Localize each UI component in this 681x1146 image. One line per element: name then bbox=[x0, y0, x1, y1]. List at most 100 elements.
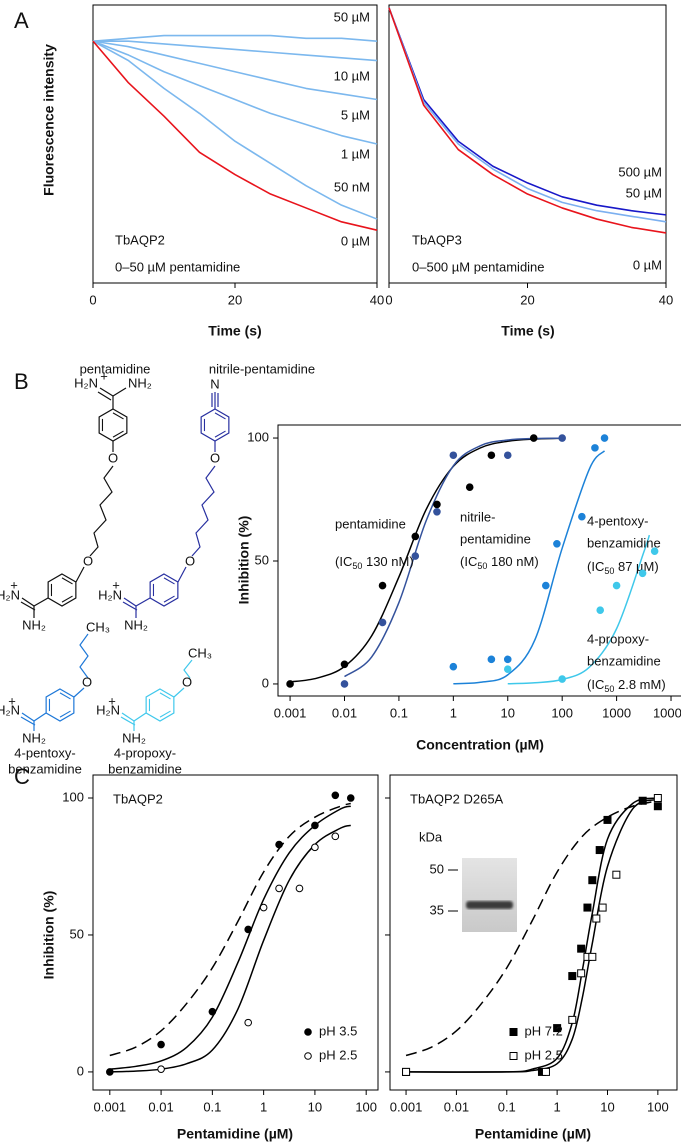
atom-label: H₂N bbox=[0, 702, 20, 717]
compound-name: 4-propoxy- bbox=[114, 745, 176, 760]
x-tick-label: 1000 bbox=[602, 705, 631, 720]
legend-marker bbox=[509, 1052, 518, 1060]
plot-frame bbox=[92, 774, 379, 1091]
fit-curve bbox=[344, 437, 563, 678]
series-label: benzamidine bbox=[587, 535, 661, 550]
data-point bbox=[503, 451, 512, 460]
legend-label: pH 2.5 bbox=[525, 1047, 563, 1062]
data-point bbox=[553, 1024, 562, 1033]
bond bbox=[177, 566, 187, 583]
x-axis-label: Pentamidine (µM) bbox=[475, 1126, 591, 1142]
atom-label: NH₂ bbox=[22, 617, 46, 632]
trace bbox=[92, 34, 378, 42]
ring-double-bond bbox=[61, 595, 73, 603]
atom-label: + bbox=[108, 693, 116, 708]
y-tick-label: 100 bbox=[247, 429, 269, 444]
atom-label: CH₃ bbox=[188, 645, 212, 660]
y-tick-label: 0 bbox=[77, 1063, 84, 1078]
fit-curve bbox=[507, 534, 651, 685]
atom-label: CH₃ bbox=[86, 619, 110, 634]
data-point bbox=[558, 434, 566, 442]
legend-marker bbox=[304, 1052, 312, 1060]
data-point bbox=[612, 870, 621, 879]
ic50-label-part: (IC bbox=[587, 677, 604, 692]
data-point bbox=[596, 606, 605, 614]
x-tick-label: 1 bbox=[554, 1099, 561, 1114]
data-point bbox=[598, 903, 607, 912]
x-axis-label: Time (s) bbox=[501, 323, 554, 339]
x-tick-label: 1 bbox=[260, 1099, 267, 1114]
series-label: 10 µM bbox=[334, 68, 370, 83]
data-point bbox=[157, 1065, 165, 1073]
x-tick-label: 0 bbox=[385, 292, 392, 307]
data-point bbox=[568, 972, 577, 981]
fit-curve bbox=[109, 802, 351, 1057]
atom-label: O bbox=[82, 674, 92, 689]
x-tick-label: 0 bbox=[89, 292, 96, 307]
legend-marker bbox=[304, 1028, 312, 1036]
atom-label: NH₂ bbox=[22, 730, 46, 745]
ic50-label-part: (IC bbox=[587, 559, 604, 574]
data-point bbox=[612, 581, 621, 590]
data-point bbox=[275, 884, 283, 893]
y-axis-label: Fluorescence intensity bbox=[41, 44, 57, 196]
data-point bbox=[449, 662, 458, 671]
ring-double-bond bbox=[61, 577, 73, 585]
x-tick-label: 0.1 bbox=[203, 1099, 221, 1114]
inset-unit: kDa bbox=[419, 829, 443, 844]
data-point bbox=[529, 434, 538, 442]
data-point bbox=[331, 832, 340, 841]
atom-label: H₂N bbox=[74, 375, 98, 390]
x-tick-label: 20 bbox=[520, 292, 534, 307]
annotation: 0–500 µM pentamidine bbox=[412, 259, 545, 274]
benzene-ring bbox=[45, 688, 75, 722]
ic50-label-part: 180 nM) bbox=[487, 554, 538, 569]
data-point bbox=[340, 680, 349, 688]
bond bbox=[173, 687, 185, 698]
x-tick-label: 10 bbox=[600, 1099, 614, 1114]
data-point bbox=[378, 618, 387, 627]
data-point bbox=[433, 500, 441, 509]
ic50-label-part: 50 bbox=[477, 561, 487, 571]
legend-label: pH 2.5 bbox=[319, 1047, 357, 1062]
data-point bbox=[411, 552, 420, 560]
series-label: 50 nM bbox=[334, 179, 370, 194]
data-point bbox=[295, 884, 304, 893]
x-tick-label: 0.01 bbox=[148, 1099, 173, 1114]
atom-label: NH₂ bbox=[128, 375, 152, 390]
ic50-label-part: 87 µM) bbox=[614, 559, 658, 574]
ic50-label-part: 50 bbox=[352, 561, 362, 571]
chart-title: TbAQP2 D265A bbox=[410, 791, 504, 806]
series-label: 1 µM bbox=[341, 146, 370, 161]
series-label: 50 µM bbox=[334, 9, 370, 24]
bond bbox=[122, 601, 138, 611]
atom-label: O bbox=[83, 553, 93, 568]
bond bbox=[33, 712, 47, 722]
chart-title: TbAQP2 bbox=[113, 791, 163, 806]
data-point bbox=[541, 581, 550, 590]
data-point bbox=[487, 655, 496, 664]
x-tick-label: 0.001 bbox=[390, 1099, 423, 1114]
x-tick-label: 10 bbox=[308, 1099, 322, 1114]
data-point bbox=[653, 802, 662, 811]
fit-curve bbox=[405, 800, 659, 1057]
gel-band bbox=[466, 901, 513, 909]
ring-double-bond bbox=[163, 595, 175, 603]
data-point bbox=[106, 1068, 114, 1076]
bond bbox=[183, 659, 193, 679]
fit-curve bbox=[289, 437, 563, 683]
data-point bbox=[591, 444, 599, 452]
atom-label: H₂N bbox=[98, 587, 122, 602]
data-point bbox=[402, 1067, 411, 1076]
benzene-ring bbox=[145, 688, 175, 722]
compound-name: benzamidine bbox=[108, 761, 182, 776]
data-point bbox=[311, 843, 319, 852]
atom-label: + bbox=[10, 577, 18, 592]
series-label: benzamidine bbox=[587, 653, 661, 668]
atom-label: H₂N bbox=[96, 702, 120, 717]
legend-label: pH 3.5 bbox=[319, 1023, 357, 1038]
compound-name: pentamidine bbox=[80, 361, 151, 376]
ring-double-bond bbox=[214, 430, 226, 438]
